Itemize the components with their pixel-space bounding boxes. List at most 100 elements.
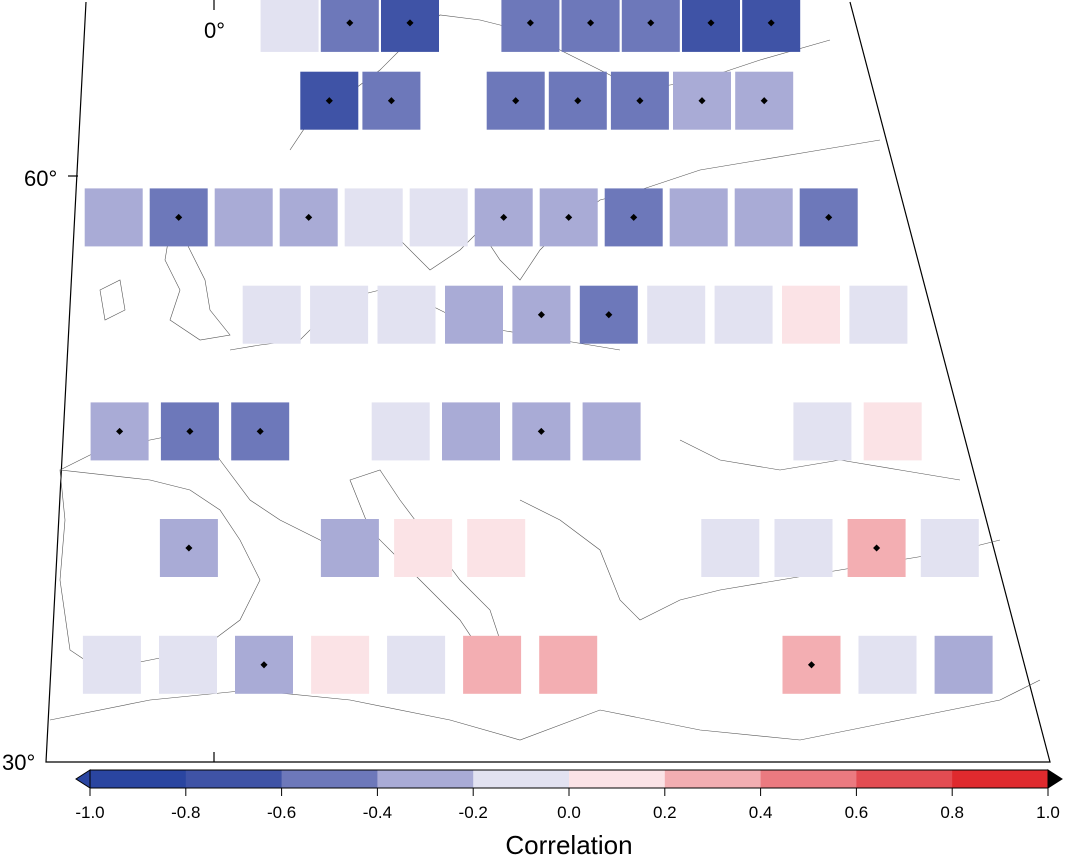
grid-cell (310, 285, 369, 344)
colorbar-tick-label: 0.0 (557, 803, 581, 822)
grid-cell (849, 285, 908, 344)
significance-marker (185, 544, 193, 552)
significance-marker (587, 19, 595, 27)
grid-cell (582, 402, 641, 461)
significance-marker (260, 661, 268, 669)
significance-marker (760, 97, 768, 105)
colorbar-bin (664, 770, 762, 788)
significance-marker (647, 19, 655, 27)
significance-marker (537, 311, 545, 319)
colorbar-ticks: -1.0 -0.8 -0.6 -0.4 -0.2 0.0 0.2 0.4 0.6 0.8 1.0 (75, 788, 1060, 822)
significance-marker (512, 97, 520, 105)
colorbar-tick-label: -0.4 (363, 803, 392, 822)
grid-cell (260, 0, 319, 52)
map-frame (45, 0, 1051, 763)
grid-cell (701, 519, 760, 577)
grid-cell (445, 285, 503, 344)
significance-marker (256, 427, 264, 435)
significance-marker (630, 213, 638, 221)
grid-cell (858, 635, 917, 694)
grid-cell (467, 519, 526, 577)
significance-marker (325, 97, 333, 105)
colorbar-tick-label: -0.8 (171, 803, 200, 822)
grid-cell (442, 402, 500, 461)
significance-marker (767, 19, 775, 27)
colorbar-bin (473, 770, 570, 788)
grid-cell (344, 188, 403, 247)
significance-marker (574, 97, 582, 105)
lon-label-0: 0° (204, 18, 225, 43)
colorbar: -1.0 -0.8 -0.6 -0.4 -0.2 0.0 0.2 0.4 0.6 0.8 1.0 C… (75, 769, 1063, 859)
grid-cell (387, 635, 446, 694)
significance-marker (698, 97, 706, 105)
significance-marker (387, 97, 395, 105)
significance-marker (406, 19, 414, 27)
coastline-balkans-turkey (519, 439, 1001, 621)
colorbar-tick-label: -0.6 (267, 803, 296, 822)
significance-marker (707, 19, 715, 27)
colorbar-bin (569, 770, 666, 788)
colorbar-max-arrow (1047, 769, 1063, 789)
significance-marker (605, 311, 613, 319)
significance-marker (305, 213, 313, 221)
grid-cell (84, 188, 143, 247)
map-boundary (45, 1, 1051, 763)
grid-cell (159, 635, 217, 694)
grid-cell (394, 519, 453, 577)
colorbar-tick-label: 0.2 (653, 803, 677, 822)
significance-marker (807, 661, 816, 669)
lat-label-30: 30° (2, 750, 35, 775)
grid-cell (782, 285, 840, 344)
colorbar-title: Correlation (505, 830, 632, 859)
grid-cell (647, 285, 706, 344)
colorbar-bin (281, 770, 378, 788)
colorbar-tick-label: 0.8 (940, 803, 964, 822)
grid-cell (734, 188, 793, 247)
grid-cell (371, 402, 430, 461)
coastline-mediterranean-south (49, 679, 1041, 741)
significance-marker (537, 427, 545, 435)
coastlines (49, 14, 1041, 741)
grid-cell (774, 519, 833, 577)
colorbar-tick-label: 0.6 (845, 803, 869, 822)
grid-cell (714, 285, 773, 344)
colorbar-bin (185, 770, 283, 788)
significance-marker (186, 427, 194, 435)
coastline-iberia (59, 469, 261, 671)
significance-marker (825, 213, 833, 221)
significance-marker (873, 544, 881, 552)
grid-cell (793, 402, 852, 461)
colorbar-bins (90, 770, 1049, 788)
significance-marker (175, 213, 183, 221)
colorbar-bin (952, 770, 1049, 788)
colorbar-bin (760, 770, 857, 788)
grid-cell (863, 402, 922, 461)
colorbar-tick-label: -1.0 (75, 803, 104, 822)
colorbar-bin (377, 770, 474, 788)
grid-cell (669, 188, 728, 247)
significance-marker (636, 97, 644, 105)
lat-lon-labels: 0° 60° 30° (2, 18, 225, 775)
grid-cell (920, 519, 979, 577)
colorbar-tick-label: 1.0 (1036, 803, 1060, 822)
grid-cell (934, 635, 993, 694)
colorbar-tick-label: -0.2 (459, 803, 488, 822)
grid-cell (463, 635, 522, 694)
grid-cell (539, 635, 598, 694)
grid-cell (242, 285, 301, 344)
grid-cell (377, 285, 436, 344)
colorbar-bin (90, 770, 187, 788)
significance-marker (565, 213, 573, 221)
significance-marker (500, 213, 508, 221)
significance-marker (346, 19, 354, 27)
lat-label-60: 60° (24, 166, 57, 191)
colorbar-tick-label: 0.4 (749, 803, 773, 822)
grid-cell (214, 188, 273, 247)
colorbar-min-arrow (75, 769, 91, 789)
grid-cells (82, 0, 993, 694)
grid-cell (82, 635, 141, 694)
significance-marker (116, 427, 124, 435)
significance-marker (526, 19, 534, 27)
grid-cell (320, 519, 379, 577)
